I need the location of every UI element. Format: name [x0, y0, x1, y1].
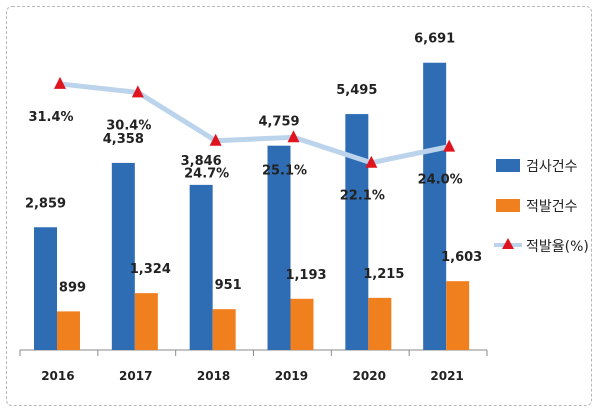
data-label-violations: 1,603	[441, 250, 482, 265]
data-label-violations: 1,324	[130, 262, 171, 277]
data-label-rate: 24.0%	[418, 173, 463, 188]
bar-inspections[interactable]	[345, 114, 369, 351]
data-label-rate: 31.4%	[28, 110, 73, 125]
x-tick-label: 2019	[275, 369, 308, 383]
bar-inspections[interactable]	[423, 62, 447, 351]
legend-swatch-inspections	[496, 159, 520, 172]
data-label-rate: 22.1%	[340, 189, 385, 204]
x-tick-label: 2020	[353, 369, 386, 383]
chart-frame	[6, 6, 592, 406]
bar-violations[interactable]	[368, 297, 392, 350]
legend-marker-rate	[502, 238, 514, 249]
data-label-inspections: 6,691	[414, 32, 455, 47]
data-label-violations: 951	[215, 278, 242, 293]
data-label-violations: 1,193	[285, 268, 326, 283]
rate-point[interactable]	[54, 76, 66, 89]
data-label-inspections: 2,859	[25, 196, 66, 211]
bar-violations[interactable]	[134, 293, 158, 350]
bar-violations[interactable]	[446, 281, 470, 350]
data-label-inspections: 4,759	[258, 115, 299, 130]
bar-inspections[interactable]	[267, 145, 291, 350]
legend-swatch-violations	[496, 199, 520, 212]
data-label-inspections: 4,358	[103, 132, 144, 147]
data-label-rate: 25.1%	[262, 163, 307, 178]
bar-violations[interactable]	[212, 309, 236, 350]
bar-inspections[interactable]	[189, 184, 213, 350]
x-tick-label: 2016	[41, 369, 74, 383]
bar-inspections[interactable]	[34, 227, 57, 350]
bar-violations[interactable]	[57, 311, 80, 350]
legend-label-inspections: 검사건수	[526, 159, 578, 175]
bar-inspections[interactable]	[111, 162, 135, 350]
rate-point[interactable]	[287, 130, 300, 143]
data-label-violations: 899	[59, 280, 86, 295]
bar-violations[interactable]	[290, 298, 314, 350]
rate-line	[57, 81, 452, 166]
rate-point[interactable]	[443, 139, 456, 152]
data-label-violations: 1,215	[363, 267, 404, 282]
rate-point[interactable]	[131, 85, 144, 98]
rate-point[interactable]	[365, 155, 378, 168]
data-label-rate: 30.4%	[106, 118, 151, 133]
x-tick-label: 2021	[430, 369, 463, 383]
legend-label-violations: 적발건수	[526, 199, 578, 215]
legend-label-rate: 적발율(%)	[526, 239, 589, 255]
x-tick-label: 2017	[119, 369, 152, 383]
data-label-inspections: 3,846	[181, 154, 222, 169]
data-label-rate: 24.7%	[184, 167, 229, 182]
x-tick-label: 2018	[197, 369, 230, 383]
data-label-inspections: 5,495	[336, 83, 377, 98]
rate-point[interactable]	[209, 133, 222, 146]
